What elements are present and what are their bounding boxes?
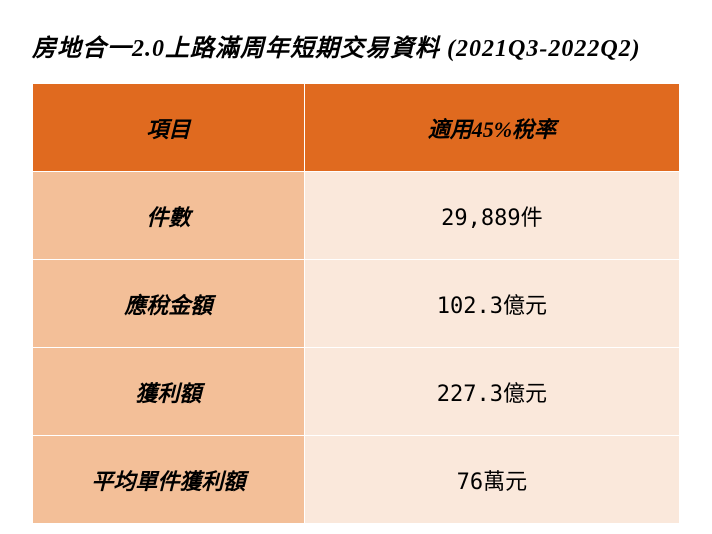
row-value: 29,889件 (304, 172, 679, 260)
table-header-row: 項目 適用45%稅率 (33, 84, 680, 172)
data-table: 項目 適用45%稅率 件數 29,889件 應稅金額 102.3億元 獲利額 2… (32, 83, 680, 524)
table-row: 平均單件獲利額 76萬元 (33, 436, 680, 524)
row-label: 獲利額 (33, 348, 305, 436)
header-cell-item: 項目 (33, 84, 305, 172)
row-label: 件數 (33, 172, 305, 260)
table-row: 件數 29,889件 (33, 172, 680, 260)
page-title: 房地合一2.0上路滿周年短期交易資料 (2021Q3-2022Q2) (32, 28, 680, 63)
row-label: 平均單件獲利額 (33, 436, 305, 524)
row-label: 應稅金額 (33, 260, 305, 348)
table-row: 獲利額 227.3億元 (33, 348, 680, 436)
row-value: 227.3億元 (304, 348, 679, 436)
row-value: 102.3億元 (304, 260, 679, 348)
table-row: 應稅金額 102.3億元 (33, 260, 680, 348)
header-cell-rate: 適用45%稅率 (304, 84, 679, 172)
row-value: 76萬元 (304, 436, 679, 524)
